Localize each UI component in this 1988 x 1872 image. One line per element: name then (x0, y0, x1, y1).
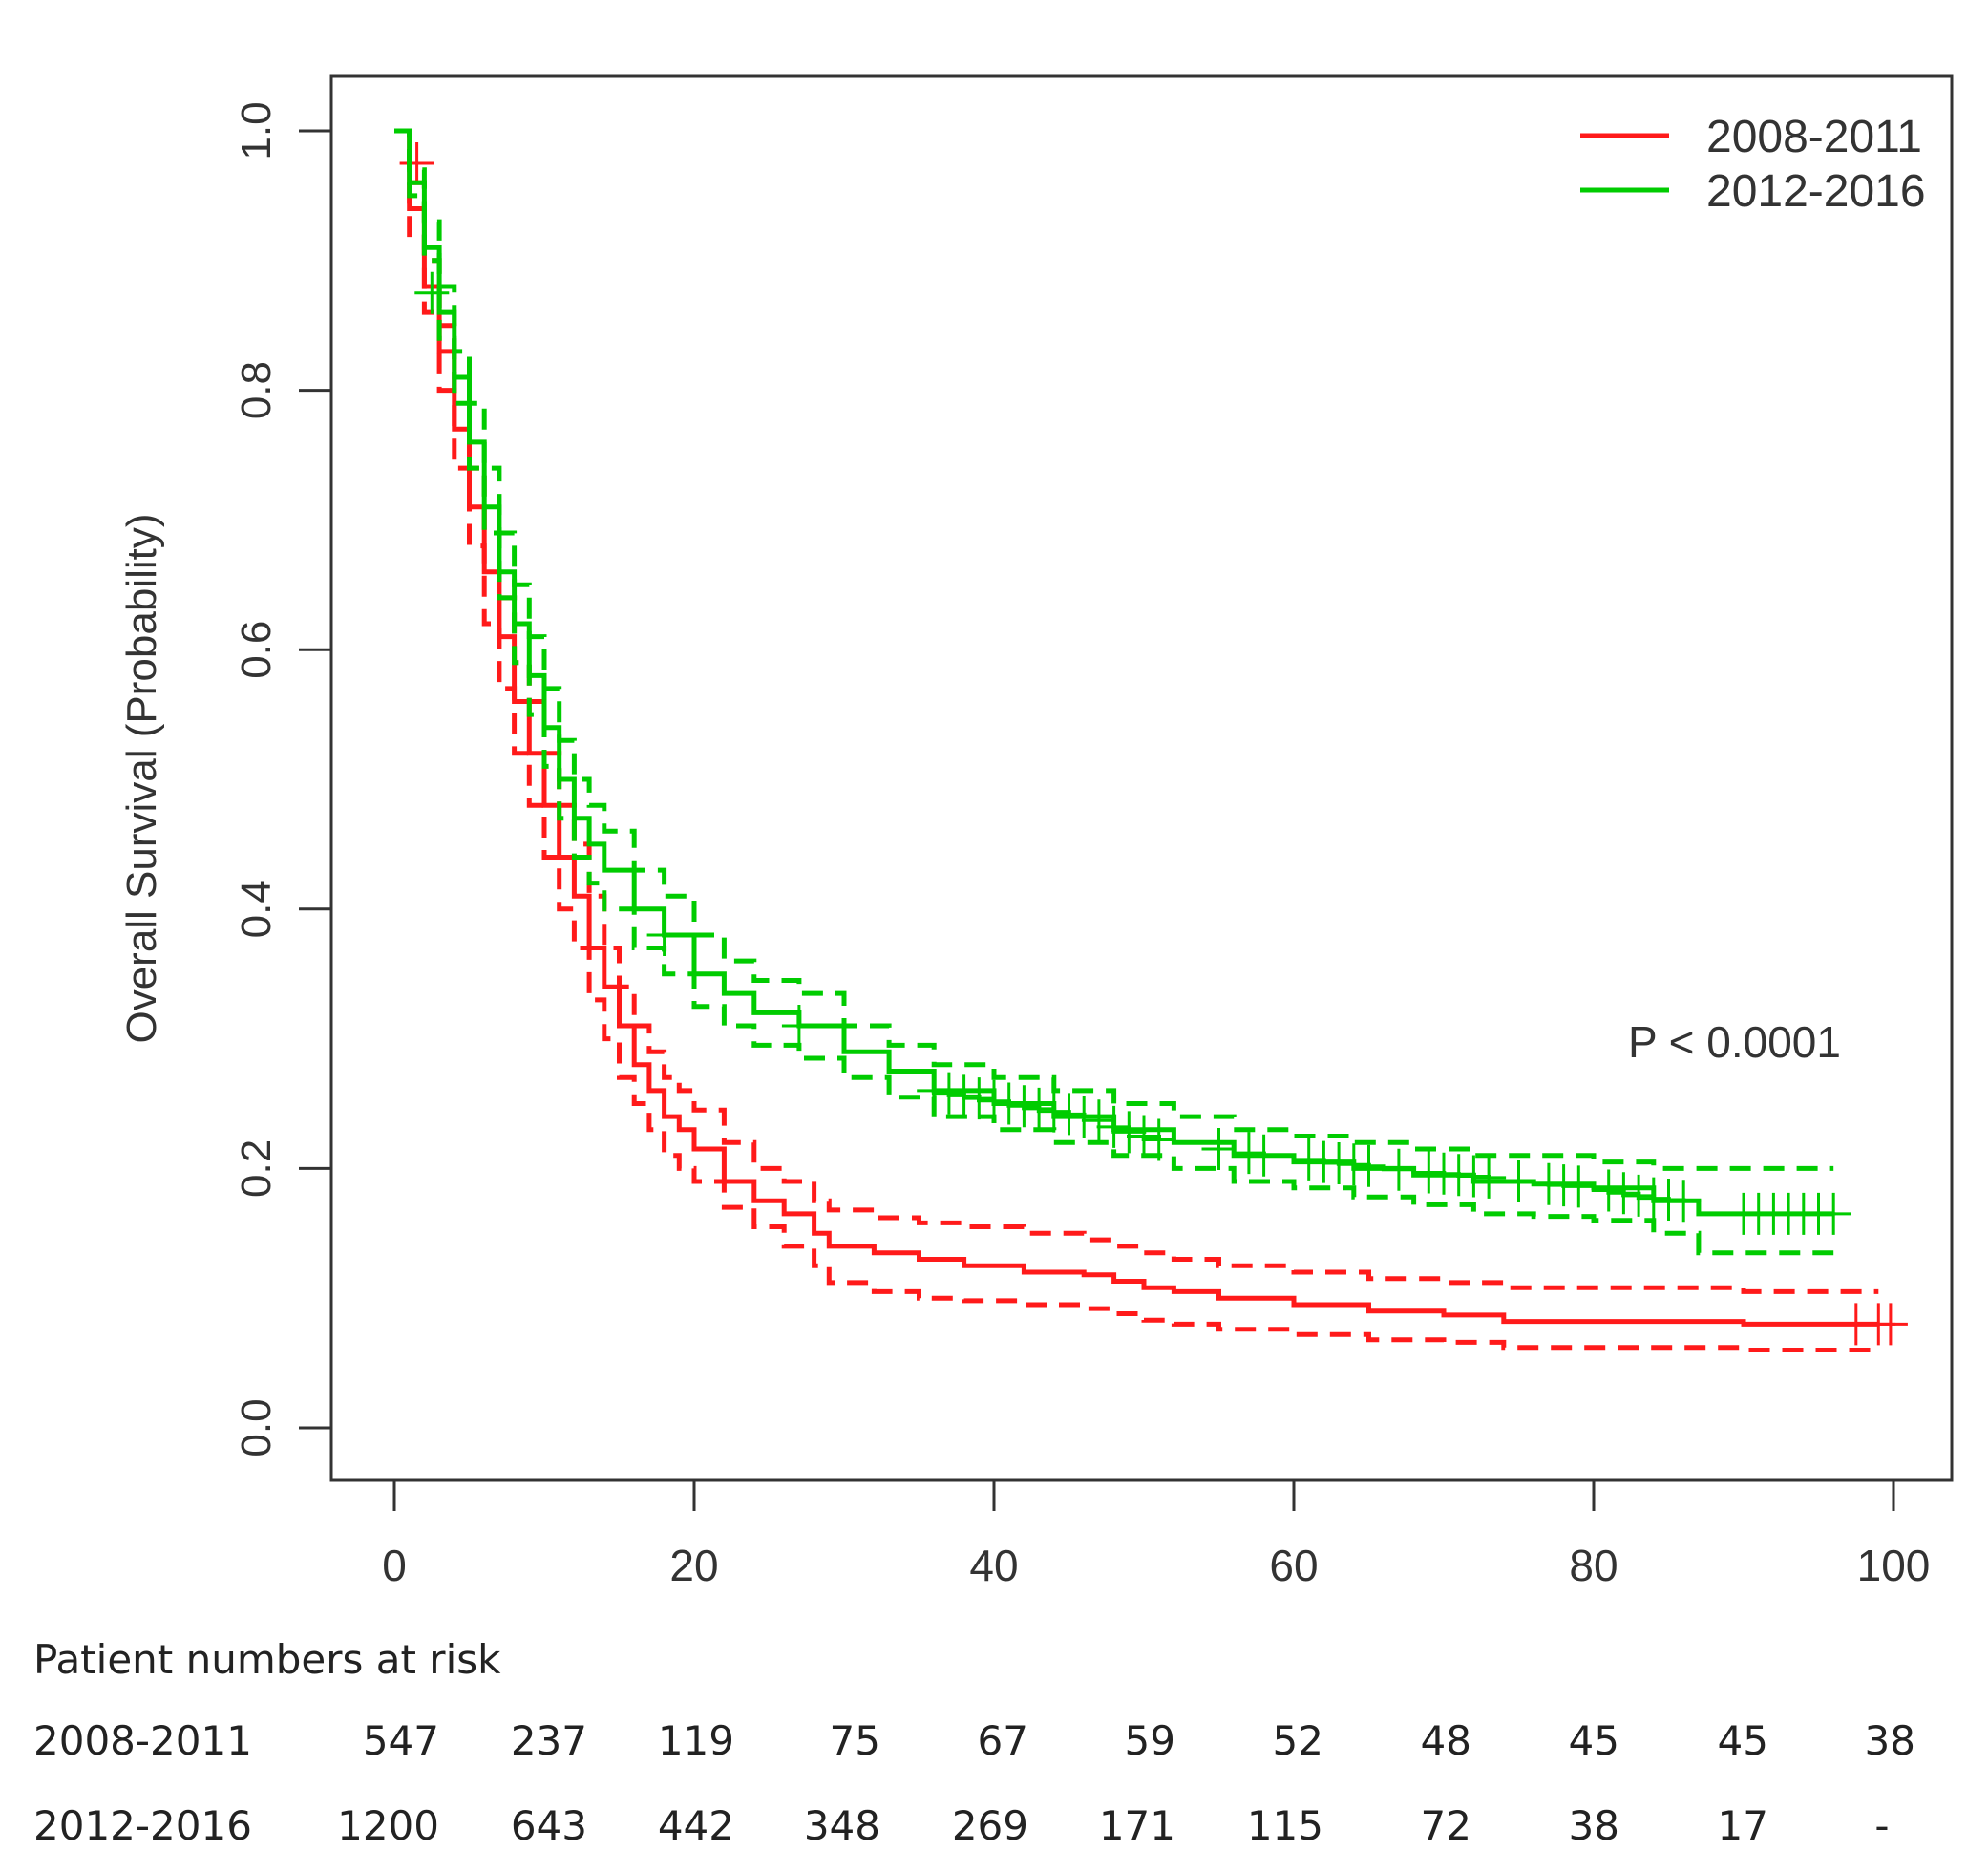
risk-value: - (1874, 1802, 1889, 1849)
y-tick-label-0-8: 0.8 (233, 361, 280, 419)
risk-table-title: Patient numbers at risk (33, 1636, 501, 1683)
censor-mark (1816, 1192, 1851, 1235)
censor-mark (1666, 1180, 1702, 1223)
censor-mark (1872, 1303, 1908, 1346)
censor-mark (946, 1074, 982, 1117)
censor-mark (414, 271, 450, 314)
risk-value: 547 (363, 1717, 439, 1764)
censor-mark (1051, 1093, 1087, 1136)
censor-mark (1036, 1090, 1071, 1133)
censor-mark (1067, 1096, 1102, 1138)
lower-ci-line-2012-2016 (394, 128, 1834, 1256)
censor-mark (1351, 1144, 1386, 1187)
risk-value: 48 (1421, 1717, 1471, 1764)
legend-label-2012-2016: 2012-2016 (1706, 166, 1926, 217)
censor-mark (1006, 1085, 1042, 1128)
censor-mark (1096, 1105, 1131, 1148)
series-layer (394, 128, 1908, 1352)
upper-ci-line-2012-2016 (394, 128, 1834, 1171)
x-tick-label-80: 80 (1569, 1541, 1618, 1590)
lower-ci-line-2008-2011 (394, 128, 1879, 1352)
x-tick-label-20: 20 (669, 1541, 718, 1590)
risk-table: Patient numbers at risk 2008-2011 547 237 11… (33, 1636, 1915, 1849)
risk-value: 17 (1718, 1802, 1768, 1849)
censor-mark (646, 914, 682, 956)
censor-mark (1111, 1111, 1147, 1154)
y-tick-label-0-0: 0.0 (233, 1398, 280, 1457)
y-tick-label-0-6: 0.6 (233, 621, 280, 679)
survival-line-2008-2011 (394, 128, 1879, 1327)
risk-value: 72 (1421, 1802, 1471, 1849)
risk-value: 67 (978, 1717, 1028, 1764)
risk-value: 59 (1125, 1717, 1175, 1764)
censor-mark (991, 1082, 1026, 1125)
risk-value: 1200 (337, 1802, 439, 1849)
censor-mark (977, 1079, 1011, 1122)
censor-mark (1231, 1132, 1266, 1175)
censor-mark (1621, 1174, 1657, 1217)
censor-mark (1022, 1087, 1057, 1130)
censor-mark (1246, 1134, 1281, 1177)
censor-mark (1201, 1128, 1237, 1170)
risk-value: 171 (1099, 1802, 1175, 1849)
x-tick-label-0: 0 (382, 1541, 407, 1590)
x-tick-label-40: 40 (969, 1541, 1018, 1590)
risk-row-label-2008-2011: 2008-2011 (33, 1717, 252, 1764)
p-value-annotation: P < 0.0001 (1628, 1017, 1841, 1067)
censor-mark (1471, 1156, 1507, 1199)
risk-value: 38 (1865, 1717, 1915, 1764)
censor-mark (1606, 1172, 1641, 1215)
censor-mark (781, 1005, 816, 1047)
censor-mark (399, 142, 434, 184)
censor-mark (1381, 1148, 1416, 1191)
censor-mark (1591, 1169, 1626, 1212)
risk-value: 643 (511, 1802, 587, 1849)
censor-mark (1127, 1115, 1161, 1158)
risk-value: 119 (658, 1717, 734, 1764)
risk-value: 52 (1273, 1717, 1323, 1764)
risk-value: 348 (804, 1802, 880, 1849)
risk-row-label-2012-2016: 2012-2016 (33, 1802, 252, 1849)
risk-value: 38 (1569, 1802, 1619, 1849)
risk-value: 115 (1247, 1802, 1323, 1849)
censor-mark (931, 1072, 966, 1115)
risk-value: 269 (952, 1802, 1028, 1849)
censor-mark (1081, 1099, 1116, 1142)
risk-value: 75 (830, 1717, 880, 1764)
y-tick-label-0-4: 0.4 (233, 880, 280, 938)
censor-mark (962, 1077, 997, 1120)
y-axis: 0.0 0.2 0.4 0.6 0.8 1.0 (233, 101, 333, 1457)
upper-ci-line-2008-2011 (394, 128, 1879, 1294)
series-2012-2016 (394, 128, 1851, 1256)
risk-value: 45 (1569, 1717, 1619, 1764)
y-tick-label-1-0: 1.0 (233, 101, 280, 160)
censor-mark (1501, 1160, 1536, 1202)
x-tick-label-60: 60 (1269, 1541, 1318, 1590)
x-tick-label-100: 100 (1857, 1541, 1931, 1590)
y-tick-label-0-2: 0.2 (233, 1139, 280, 1198)
risk-value: 442 (658, 1802, 734, 1849)
risk-value: 237 (511, 1717, 587, 1764)
risk-value: 45 (1718, 1717, 1768, 1764)
censor-mark (1561, 1165, 1597, 1208)
survival-line-2012-2016 (394, 128, 1834, 1217)
censor-mark (1141, 1118, 1176, 1161)
x-axis: 0 20 40 60 80 100 (382, 1480, 1930, 1590)
legend-label-2008-2011: 2008-2011 (1706, 112, 1922, 162)
y-axis-label: Overall Survival (Probability) (118, 513, 165, 1043)
censor-mark (1291, 1138, 1326, 1181)
censor-mark (917, 1069, 952, 1112)
